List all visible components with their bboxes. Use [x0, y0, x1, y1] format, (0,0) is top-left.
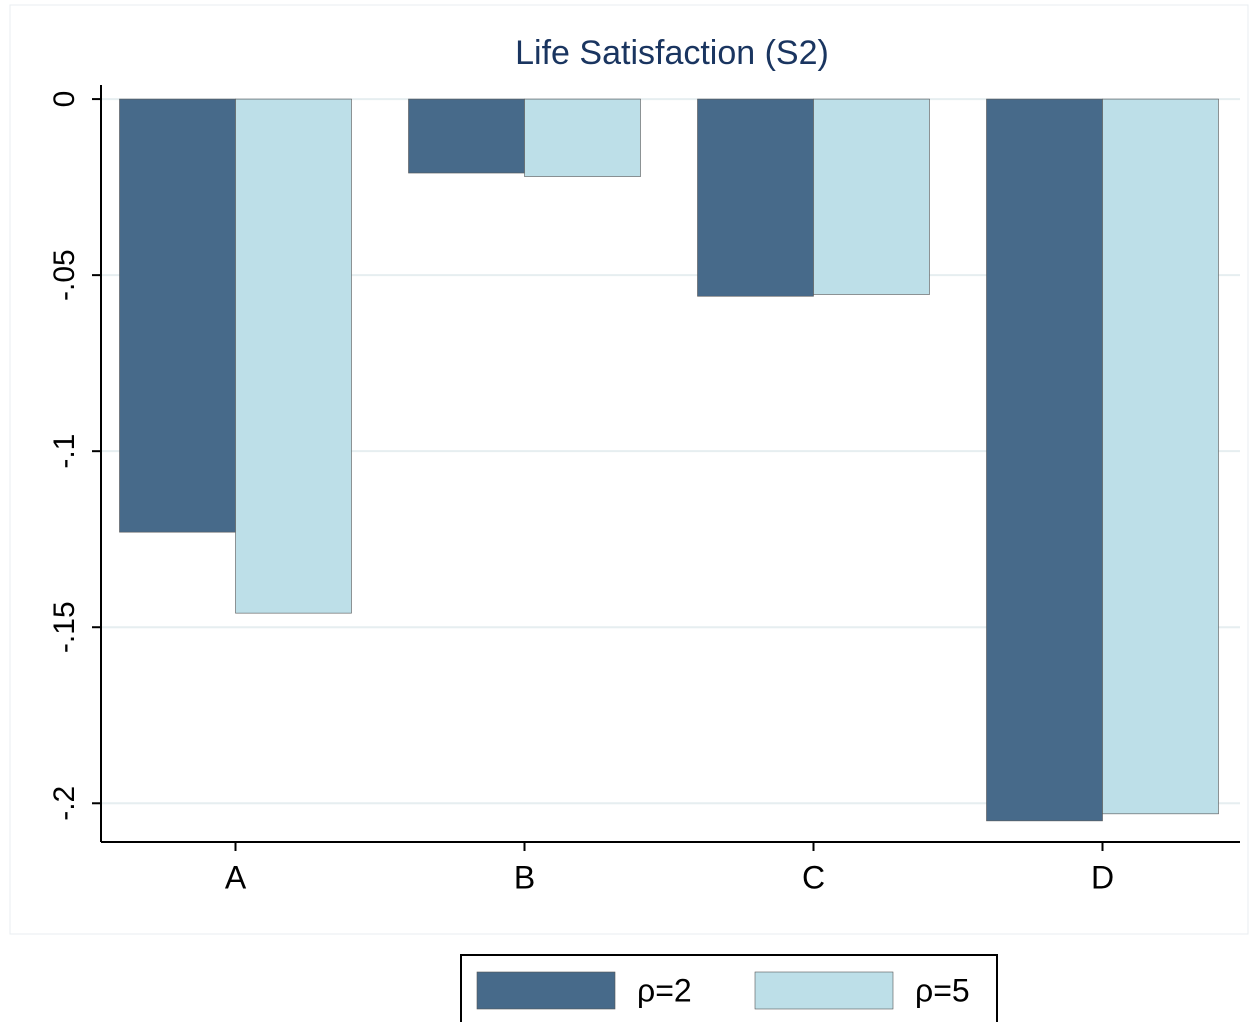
bar — [524, 98, 641, 177]
bar — [813, 98, 930, 295]
y-tick-label: 0 — [48, 91, 81, 108]
bar — [235, 98, 352, 614]
legend-label: ρ=5 — [915, 972, 970, 1008]
legend-swatch — [476, 971, 616, 1010]
chart-title: Life Satisfaction (S2) — [515, 34, 829, 72]
x-tick-label: B — [514, 859, 535, 895]
x-tick-label: A — [225, 859, 247, 895]
y-tick-label: -.05 — [48, 249, 81, 301]
bar — [408, 98, 525, 174]
bar — [986, 98, 1103, 822]
bar — [697, 98, 814, 297]
y-tick-label: -.15 — [48, 601, 81, 653]
y-tick-label: -.2 — [48, 786, 81, 821]
x-tick-label: C — [802, 859, 825, 895]
legend-label: ρ=2 — [637, 972, 692, 1008]
bar — [119, 98, 236, 533]
bar — [1102, 98, 1219, 815]
legend-swatch — [754, 971, 894, 1010]
x-tick-label: D — [1091, 859, 1114, 895]
y-tick-label: -.1 — [48, 434, 81, 469]
